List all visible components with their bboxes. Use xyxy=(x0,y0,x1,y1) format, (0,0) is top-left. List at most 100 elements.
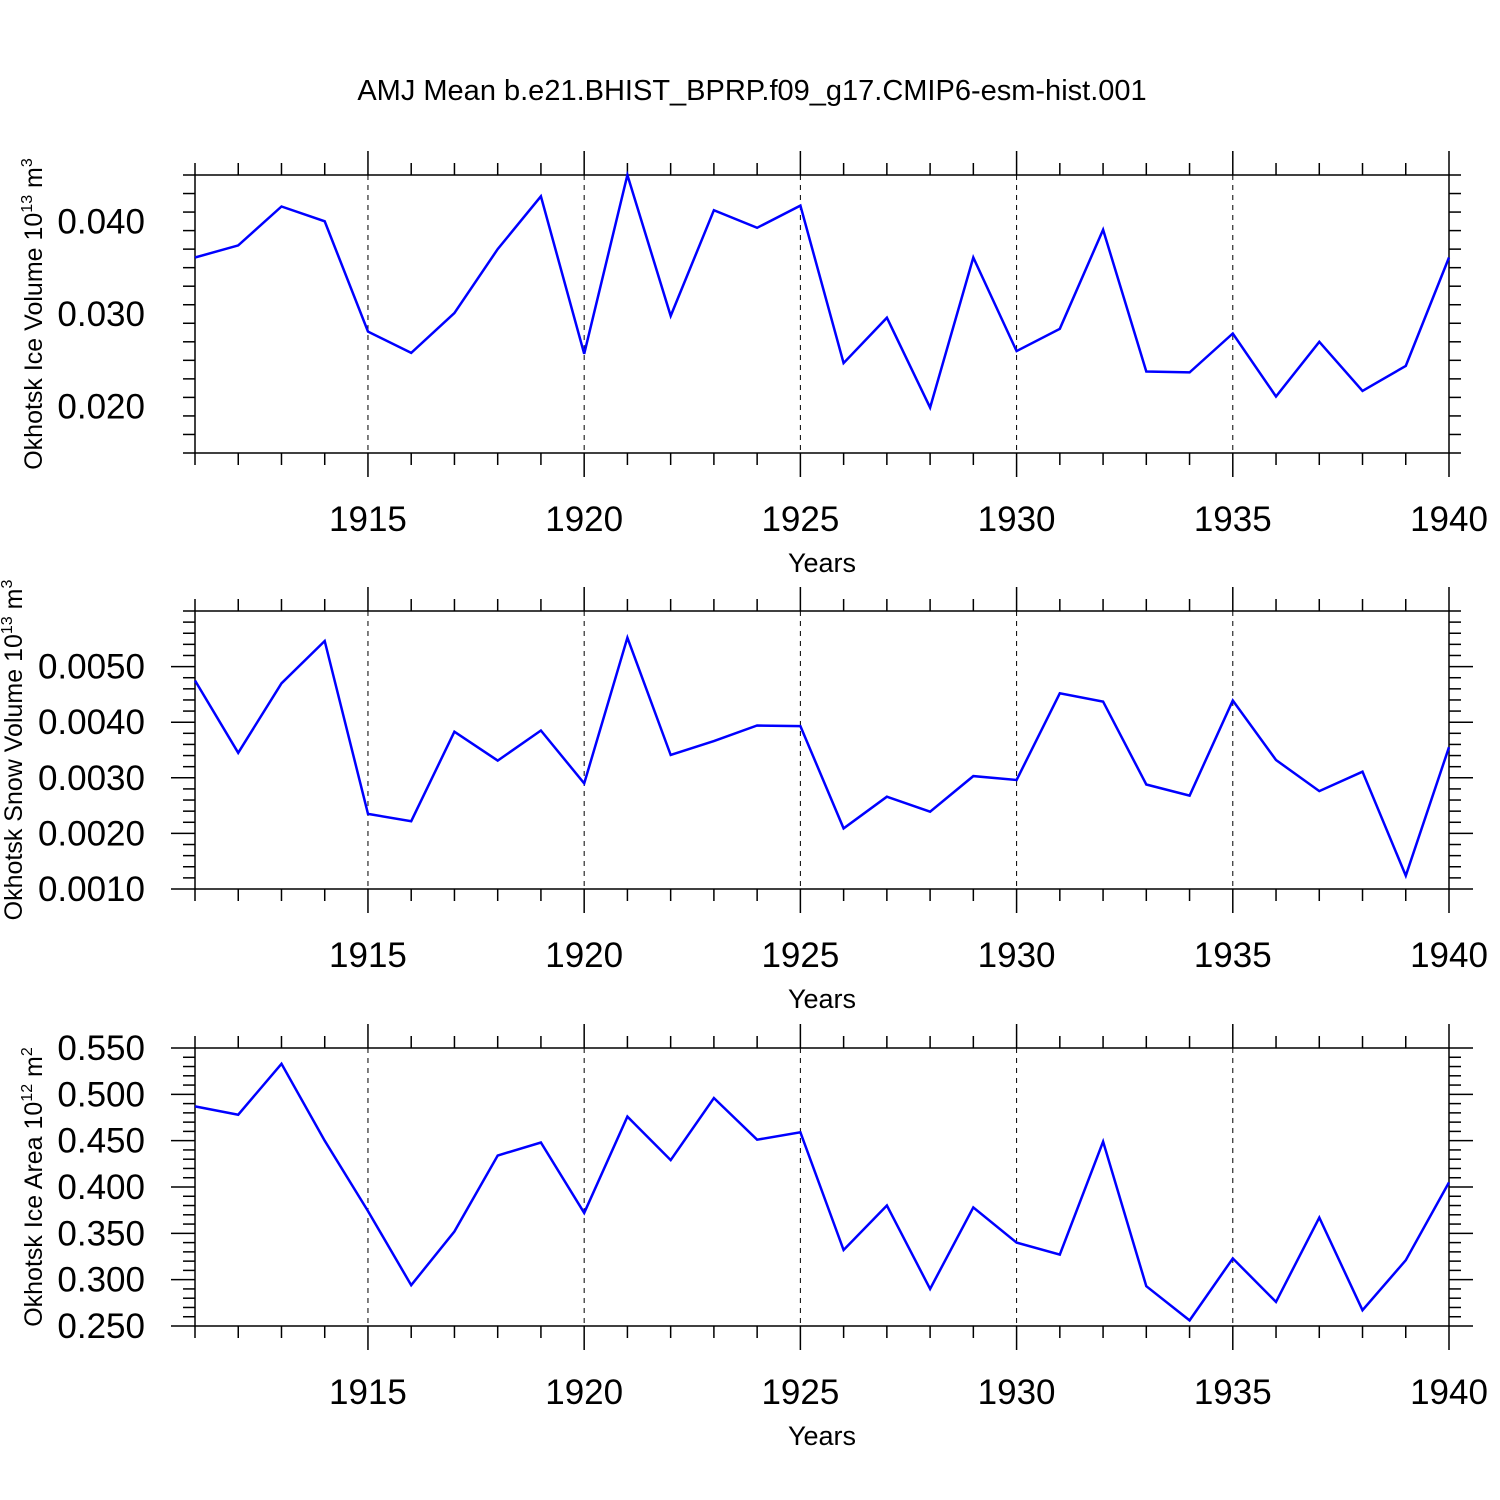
data-point-1924 xyxy=(754,1137,760,1143)
y-axis-label-text: Okhotsk Ice Area 10 xyxy=(20,1102,48,1327)
data-point-1929 xyxy=(970,1204,976,1210)
y-tick-label-0.0040: 0.0040 xyxy=(38,703,145,742)
series-line-ice-volume xyxy=(194,170,1451,412)
data-point-1928 xyxy=(927,405,933,411)
data-point-1924 xyxy=(754,225,760,231)
y-axis-label-unit: m xyxy=(20,167,48,195)
data-point-1934 xyxy=(1187,1317,1193,1323)
data-point-1927 xyxy=(884,315,890,321)
data-point-1937 xyxy=(1316,339,1322,345)
x-axis-label: Years xyxy=(788,548,856,578)
panel-ice-area: 1915 1920 1925 1930 1935 1940 Years 0.250 0.300 0… xyxy=(19,1024,1488,1451)
y-tick-label-0.450: 0.450 xyxy=(57,1122,145,1161)
data-point-1916 xyxy=(408,1282,414,1288)
y-axis-label-text: Okhotsk Snow Volume 10 xyxy=(0,634,28,920)
data-point-1939 xyxy=(1403,873,1409,879)
data-point-1913 xyxy=(278,204,284,210)
figure-title: AMJ Mean b.e21.BHIST_BPRP.f09_g17.CMIP6-… xyxy=(357,75,1146,107)
x-tick-label-1940: 1940 xyxy=(1410,936,1488,975)
y-tick-label-0.250: 0.250 xyxy=(57,1307,145,1346)
data-point-1940 xyxy=(1446,744,1452,750)
data-point-1917 xyxy=(451,310,457,316)
x-tick-label-1915: 1915 xyxy=(329,936,407,975)
x-tick-label-1935: 1935 xyxy=(1194,500,1272,539)
y-axis-label-unit-exponent: 2 xyxy=(19,1047,36,1056)
y-axis-label-exponent: 12 xyxy=(19,1084,36,1102)
data-point-1929 xyxy=(970,773,976,779)
y-axis-label-unit: m xyxy=(20,1056,48,1084)
data-point-1918 xyxy=(495,1152,501,1158)
plot-frame xyxy=(194,610,1450,890)
data-point-1912 xyxy=(235,750,241,756)
data-point-1935 xyxy=(1230,1255,1236,1261)
data-point-1922 xyxy=(668,313,674,319)
y-axis-label-text: Okhotsk Ice Volume 10 xyxy=(20,213,48,470)
data-point-1923 xyxy=(711,738,717,744)
data-point-1931 xyxy=(1057,1252,1063,1258)
data-point-1940 xyxy=(1446,254,1452,260)
data-point-1936 xyxy=(1273,393,1279,399)
y-axis-label: Okhotsk Snow Volume 1013 m3 xyxy=(0,580,28,921)
data-point-1915 xyxy=(365,811,371,817)
x-tick-label-1930: 1930 xyxy=(978,1373,1056,1412)
x-tick-label-1940: 1940 xyxy=(1410,500,1488,539)
data-point-1911 xyxy=(192,254,198,260)
data-point-1937 xyxy=(1316,788,1322,794)
data-point-1911 xyxy=(192,678,198,684)
data-point-1929 xyxy=(970,254,976,260)
data-point-1915 xyxy=(365,1208,371,1214)
data-point-1933 xyxy=(1143,781,1149,787)
data-point-1912 xyxy=(235,242,241,248)
data-point-1939 xyxy=(1403,1257,1409,1263)
data-point-1931 xyxy=(1057,326,1063,332)
data-point-1919 xyxy=(538,1140,544,1146)
data-point-1935 xyxy=(1230,330,1236,336)
data-point-1932 xyxy=(1100,699,1106,705)
y-tick-label-0.0010: 0.0010 xyxy=(38,870,145,909)
x-tick-label-1920: 1920 xyxy=(545,1373,623,1412)
data-point-1918 xyxy=(495,758,501,764)
data-point-1919 xyxy=(538,193,544,199)
y-tick-label-0.040: 0.040 xyxy=(57,202,145,241)
data-point-1926 xyxy=(841,360,847,366)
y-tick-label-0.400: 0.400 xyxy=(57,1168,145,1207)
x-tick-label-1925: 1925 xyxy=(761,1373,839,1412)
x-tick-label-1940: 1940 xyxy=(1410,1373,1488,1412)
panel-snow-volume: 1915 1920 1925 1930 1935 1940 Years 0.0010 0.002… xyxy=(0,580,1488,1014)
data-point-1921 xyxy=(624,635,630,641)
y-tick-label-0.500: 0.500 xyxy=(57,1075,145,1114)
data-point-1931 xyxy=(1057,690,1063,696)
data-point-1914 xyxy=(322,1138,328,1144)
data-point-1935 xyxy=(1230,698,1236,704)
x-tick-label-1930: 1930 xyxy=(978,936,1056,975)
data-point-1913 xyxy=(278,1061,284,1067)
x-tick-label-1915: 1915 xyxy=(329,1373,407,1412)
y-tick-label-0.350: 0.350 xyxy=(57,1214,145,1253)
data-point-1914 xyxy=(322,218,328,224)
data-point-1925 xyxy=(797,1129,803,1135)
x-tick-label-1925: 1925 xyxy=(761,936,839,975)
data-point-1933 xyxy=(1143,368,1149,374)
x-tick-label-1920: 1920 xyxy=(545,500,623,539)
data-point-1921 xyxy=(624,1114,630,1120)
y-axis-label-exponent: 13 xyxy=(0,616,16,634)
data-point-1918 xyxy=(495,246,501,252)
data-point-1922 xyxy=(668,752,674,758)
y-axis-label-unit: m xyxy=(0,589,28,617)
data-point-1927 xyxy=(884,1203,890,1209)
data-point-1923 xyxy=(711,1095,717,1101)
data-point-1940 xyxy=(1446,1179,1452,1185)
x-tick-label-1915: 1915 xyxy=(329,500,407,539)
data-point-1930 xyxy=(1014,348,1020,354)
data-point-1928 xyxy=(927,1286,933,1292)
data-point-1930 xyxy=(1014,1240,1020,1246)
plot-frame xyxy=(194,1047,1450,1327)
data-point-1911 xyxy=(192,1103,198,1109)
plot-frame xyxy=(194,174,1450,454)
data-point-1920 xyxy=(581,1210,587,1216)
y-tick-label-0.030: 0.030 xyxy=(57,295,145,334)
data-point-1934 xyxy=(1187,369,1193,375)
data-point-1939 xyxy=(1403,363,1409,369)
data-point-1928 xyxy=(927,809,933,815)
data-point-1937 xyxy=(1316,1215,1322,1221)
